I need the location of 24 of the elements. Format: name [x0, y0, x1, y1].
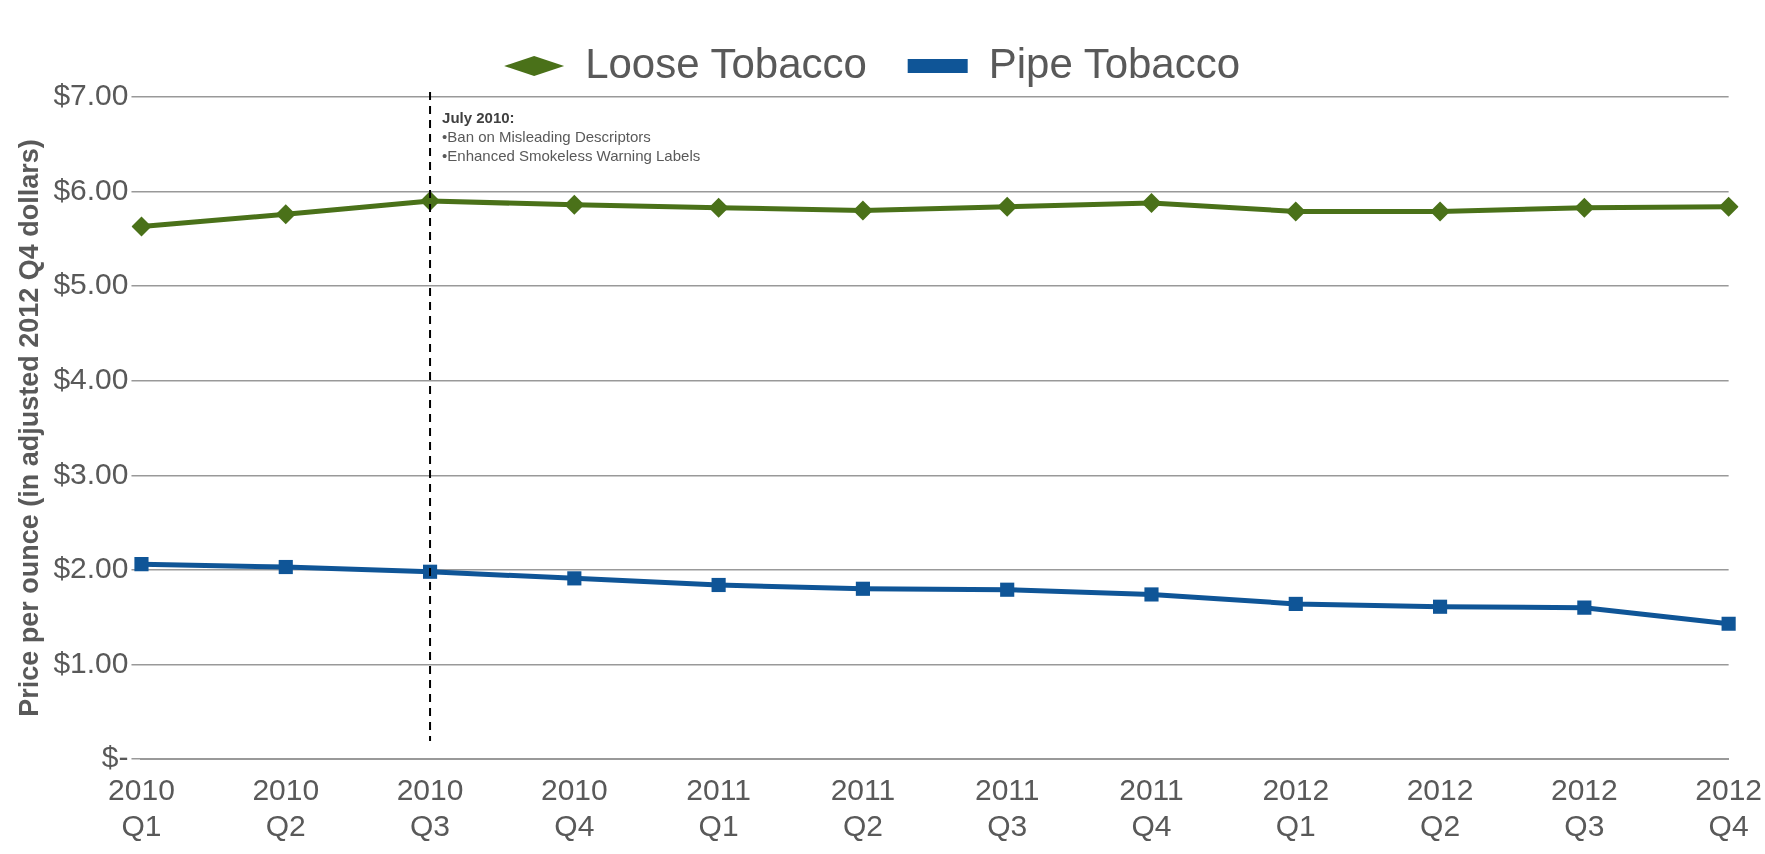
- x-tick-label: 2012 Q2: [1406, 773, 1474, 843]
- y-tick-label: $2.00: [53, 551, 129, 585]
- x-tick-label: 2011 Q2: [830, 773, 896, 843]
- ref-line-label: July 2010: •Ban on Misleading Descriptors •Enhanced Smokeless Warning Labels: [442, 108, 701, 164]
- legend-label: Pipe Tobacco: [988, 39, 1241, 87]
- x-tick-label: 2012 Q1: [1262, 773, 1330, 843]
- x-tick-label: 2011 Q3: [974, 773, 1040, 843]
- y-tick-label: $3.00: [53, 456, 129, 490]
- y-tick-label: $7.00: [53, 78, 129, 112]
- y-tick-label: $1.00: [53, 645, 129, 679]
- x-tick-label: 2011 Q1: [686, 773, 751, 843]
- legend-label: Loose Tobacco: [585, 39, 867, 87]
- x-tick-label: 2010 Q3: [396, 773, 464, 843]
- y-tick-label: $6.00: [53, 172, 129, 206]
- x-tick-label: 2010 Q2: [252, 773, 320, 843]
- y-axis-title: Price per ounce (in adjusted 2012 Q4 dollars): [13, 139, 44, 717]
- x-tick-label: 2012 Q3: [1550, 773, 1618, 843]
- x-tick-label: 2012 Q4: [1695, 773, 1763, 843]
- y-tick-label: $-: [101, 740, 129, 774]
- x-tick-label: 2010 Q1: [108, 773, 175, 843]
- y-tick-label: $5.00: [53, 267, 129, 301]
- x-tick-label: 2010 Q4: [540, 773, 608, 843]
- x-tick-label: 2011 Q4: [1119, 773, 1184, 843]
- y-tick-label: $4.00: [53, 361, 129, 395]
